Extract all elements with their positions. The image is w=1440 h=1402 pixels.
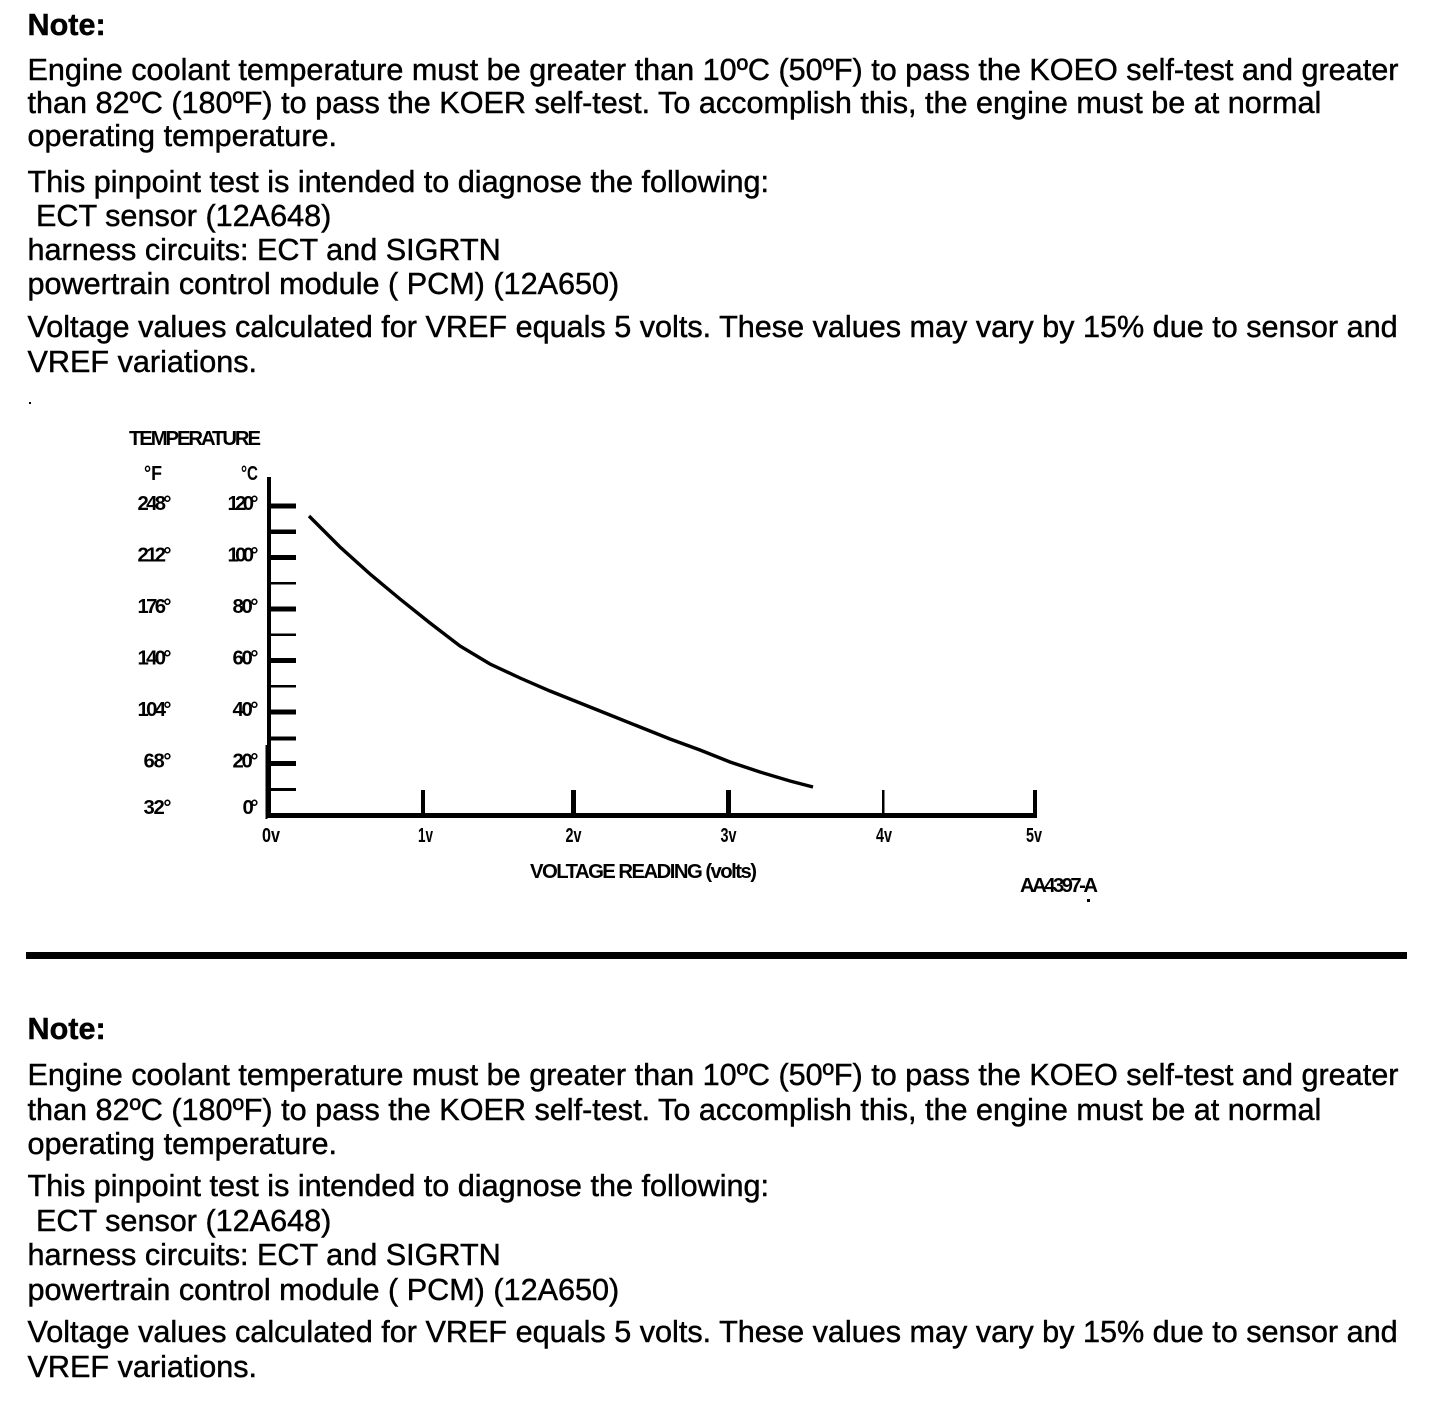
svg-text:140°: 140° [138, 648, 172, 670]
svg-text:120°: 120° [228, 493, 259, 515]
svg-text:VOLTAGE READING (volts): VOLTAGE READING (volts) [530, 861, 757, 883]
svg-text:4v: 4v [876, 825, 893, 847]
svg-text:TEMPERATURE: TEMPERATURE [129, 428, 261, 450]
svg-text:248°: 248° [138, 493, 172, 515]
svg-text:0v: 0v [262, 825, 281, 847]
svg-text:60°: 60° [233, 648, 259, 670]
svg-text:100°: 100° [228, 545, 259, 567]
svg-text:212°: 212° [138, 545, 172, 567]
svg-text:°C: °C [241, 463, 258, 485]
svg-text:AA4397-A: AA4397-A [1020, 875, 1098, 897]
svg-text:104°: 104° [138, 699, 172, 721]
svg-text:3v: 3v [721, 825, 738, 847]
svg-text:20°: 20° [233, 751, 259, 773]
svg-text:32°: 32° [144, 797, 172, 819]
svg-text:68°: 68° [144, 751, 172, 773]
svg-text:1v: 1v [418, 825, 433, 847]
svg-text:5v: 5v [1026, 825, 1043, 847]
svg-text:°F: °F [144, 463, 162, 485]
svg-text:40°: 40° [233, 699, 259, 721]
svg-text:0°: 0° [243, 797, 259, 819]
svg-text:2v: 2v [566, 825, 583, 847]
svg-text:80°: 80° [233, 596, 259, 618]
svg-text:176°: 176° [138, 596, 172, 618]
